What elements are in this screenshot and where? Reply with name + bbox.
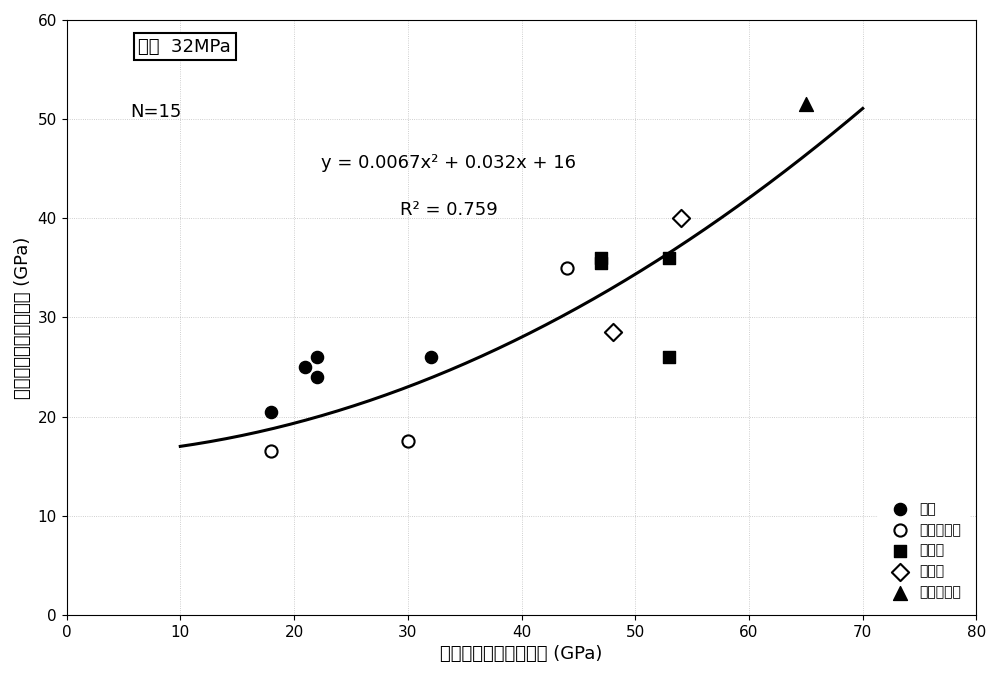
粉砂岩 bbox=[593, 257, 609, 268]
X-axis label: 测井解释动态杨氏模量 (GPa): 测井解释动态杨氏模量 (GPa) bbox=[440, 645, 603, 663]
粉砂岩 bbox=[593, 253, 609, 263]
粉砂质页岩 bbox=[263, 446, 279, 457]
页岩 bbox=[309, 372, 325, 383]
粉砂质页岩 bbox=[400, 436, 416, 447]
粉砂质页岩 bbox=[559, 263, 575, 274]
页岩 bbox=[309, 351, 325, 362]
Text: N=15: N=15 bbox=[130, 103, 182, 121]
Text: 围压  32MPa: 围压 32MPa bbox=[138, 38, 231, 56]
Y-axis label: 室内测试静态杨氏模量 (GPa): 室内测试静态杨氏模量 (GPa) bbox=[14, 236, 32, 399]
粉砂岩 bbox=[661, 351, 677, 362]
不等粒砂岩 bbox=[798, 99, 814, 110]
Text: y = 0.0067x² + 0.032x + 16: y = 0.0067x² + 0.032x + 16 bbox=[321, 154, 576, 172]
细砂岩 bbox=[605, 327, 621, 338]
细砂岩 bbox=[673, 213, 689, 223]
Text: R² = 0.759: R² = 0.759 bbox=[400, 201, 498, 219]
粉砂岩 bbox=[661, 253, 677, 263]
页岩 bbox=[263, 406, 279, 417]
页岩 bbox=[297, 362, 313, 372]
Legend: 页岩, 粉砂质页岩, 粉砂岩, 细砂岩, 不等粒砂岩: 页岩, 粉砂质页岩, 粉砂岩, 细砂岩, 不等粒砂岩 bbox=[878, 494, 970, 608]
页岩 bbox=[423, 351, 439, 362]
